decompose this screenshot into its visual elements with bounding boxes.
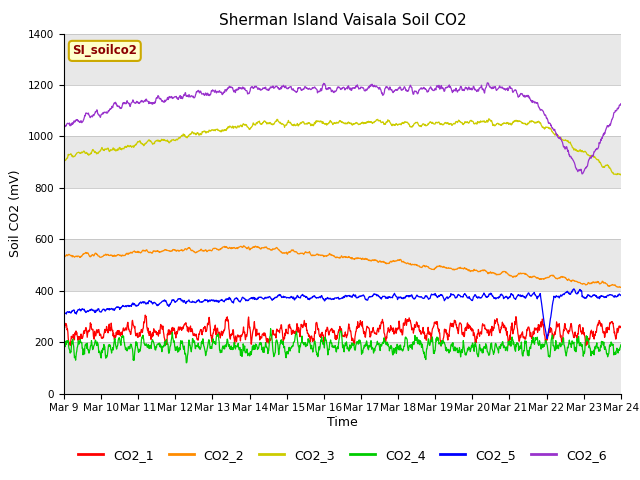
Bar — [64, 240, 621, 291]
Title: Sherman Island Vaisala Soil CO2: Sherman Island Vaisala Soil CO2 — [219, 13, 466, 28]
Legend: CO2_1, CO2_2, CO2_3, CO2_4, CO2_5, CO2_6: CO2_1, CO2_2, CO2_3, CO2_4, CO2_5, CO2_6 — [73, 444, 612, 467]
Bar — [64, 85, 621, 136]
Y-axis label: Soil CO2 (mV): Soil CO2 (mV) — [10, 170, 22, 257]
Bar — [64, 34, 621, 85]
Bar — [64, 188, 621, 240]
Bar — [64, 291, 621, 342]
Text: SI_soilco2: SI_soilco2 — [72, 44, 137, 58]
X-axis label: Time: Time — [327, 416, 358, 429]
Bar — [64, 342, 621, 394]
Bar — [64, 136, 621, 188]
